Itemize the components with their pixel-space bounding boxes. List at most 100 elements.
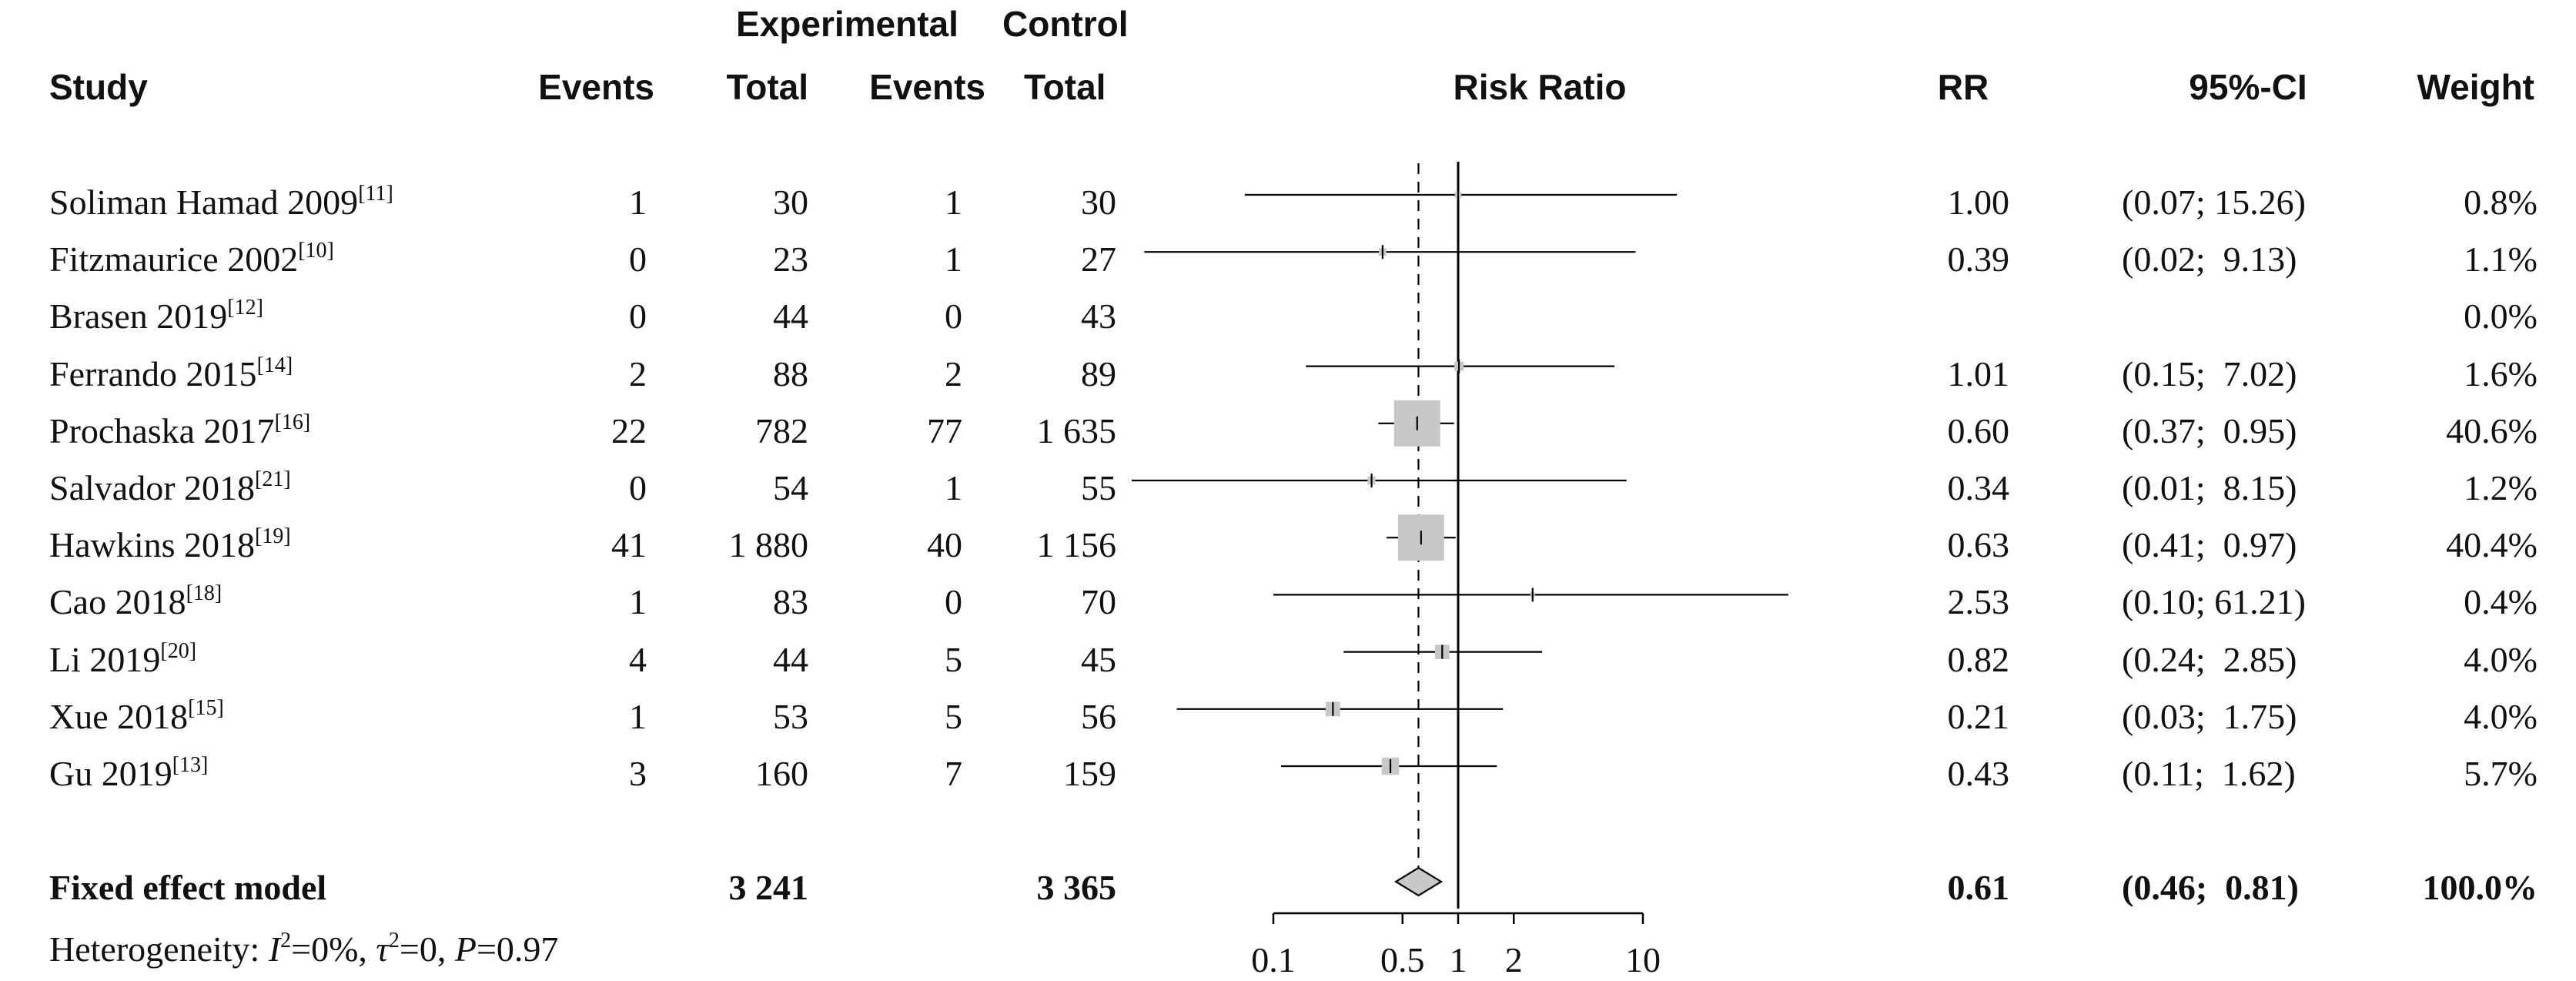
study-name-text: Hawkins 2018: [49, 525, 256, 565]
study-name-text: Li 2019: [49, 639, 161, 679]
header-exp-total: Total: [726, 67, 808, 107]
weight-cell: 1.6%: [2464, 353, 2538, 393]
exp-total-cell: 54: [773, 468, 808, 507]
ci-cell: (0.01; 8.15): [2122, 468, 2297, 507]
weight-cell: 0.8%: [2464, 182, 2538, 222]
exp-total-cell: 44: [773, 639, 808, 679]
study-reference: [12]: [227, 296, 263, 320]
rr-cell: 0.63: [1947, 525, 2010, 565]
ctrl-total-cell: 1 156: [1036, 525, 1117, 565]
ci-cell: (0.41; 0.97): [2122, 525, 2297, 565]
exp-total-cell: 160: [755, 754, 808, 793]
weight-cell: 4.0%: [2464, 639, 2538, 679]
study-reference: [14]: [256, 353, 293, 377]
x-tick-label: 0.1: [1251, 940, 1296, 979]
exp-events-cell: 1: [629, 182, 647, 222]
study-name: Hawkins 2018[19]: [49, 525, 291, 565]
rr-cell: 2.53: [1947, 582, 2010, 622]
study-name: Soliman Hamad 2009[11]: [49, 182, 393, 222]
pooled-diamond: [1393, 866, 1444, 897]
ctrl-total-cell: 55: [1081, 468, 1116, 507]
ctrl-total-cell: 70: [1081, 582, 1116, 622]
exp-events-cell: 22: [611, 410, 647, 450]
x-tick-label: 10: [1625, 940, 1661, 979]
pooled-ctrl-total: 3 365: [1036, 868, 1117, 907]
exp-total-cell: 53: [773, 696, 808, 736]
weight-cell: 40.6%: [2446, 410, 2538, 450]
ctrl-events-cell: 0: [945, 296, 962, 336]
rr-cell: 1.01: [1947, 353, 2010, 393]
x-tick-label: 2: [1505, 940, 1523, 979]
study-reference: [21]: [255, 467, 291, 491]
header-weight: Weight: [2417, 67, 2534, 107]
ctrl-total-cell: 1 635: [1036, 410, 1117, 450]
study-name-text: Brasen 2019: [49, 296, 228, 336]
rr-cell: 0.39: [1947, 239, 2010, 280]
study-name-text: Soliman Hamad 2009: [49, 182, 359, 222]
exp-total-cell: 23: [773, 239, 808, 280]
ci-cell: (0.07; 15.26): [2122, 182, 2306, 222]
study-name: Ferrando 2015[14]: [49, 353, 293, 393]
study-name: Cao 2018[18]: [49, 581, 222, 620]
pooled-exp-total: 3 241: [728, 868, 809, 907]
study-name-text: Ferrando 2015: [49, 353, 257, 393]
weight-cell: 0.4%: [2464, 582, 2538, 622]
study-reference: [20]: [160, 638, 197, 663]
study-name-text: Xue 2018: [49, 696, 189, 736]
ctrl-events-cell: 2: [945, 353, 962, 393]
study-reference: [18]: [186, 581, 222, 606]
study-reference: [15]: [188, 695, 224, 720]
pooled-label: Fixed effect model: [49, 868, 327, 907]
study-name: Li 2019[20]: [49, 638, 197, 679]
study-name: Brasen 2019[12]: [49, 296, 263, 336]
study-name: Fitzmaurice 2002[10]: [49, 239, 334, 280]
header-ci: 95%-CI: [2189, 67, 2307, 107]
ctrl-events-cell: 0: [945, 582, 962, 622]
header-ctrl-total: Total: [1024, 67, 1106, 107]
exp-events-cell: 0: [629, 468, 647, 507]
study-reference: [10]: [298, 239, 334, 263]
study-reference: [16]: [274, 410, 311, 434]
rr-cell: 0.21: [1947, 696, 2010, 736]
rr-cell: 0.43: [1947, 754, 2010, 793]
tau2-value: =0,: [399, 929, 455, 969]
exp-events-cell: 2: [629, 353, 647, 393]
study-name-text: Salvador 2018: [49, 468, 256, 507]
p-value: =0.97: [476, 929, 559, 969]
exp-events-cell: 41: [611, 525, 647, 565]
pooled-rr: 0.61: [1947, 868, 2010, 907]
exp-total-cell: 782: [755, 410, 808, 450]
ctrl-events-cell: 1: [945, 182, 962, 222]
header-experimental: Experimental: [736, 4, 958, 44]
i2-value: =0%,: [291, 929, 376, 969]
weight-cell: 1.2%: [2464, 468, 2538, 507]
ctrl-total-cell: 30: [1081, 182, 1116, 222]
study-name: Xue 2018[15]: [49, 695, 224, 736]
weight-cell: 1.1%: [2464, 239, 2538, 280]
ci-cell: (0.02; 9.13): [2122, 239, 2297, 280]
ctrl-total-cell: 45: [1081, 639, 1116, 679]
exp-events-cell: 1: [629, 696, 647, 736]
exp-total-cell: 83: [773, 582, 808, 622]
header-exp-events: Events: [538, 67, 654, 107]
weight-cell: 40.4%: [2446, 525, 2538, 565]
x-tick-label: 0.5: [1380, 940, 1425, 979]
exp-events-cell: 1: [629, 582, 647, 622]
header-ctrl-events: Events: [869, 67, 985, 107]
exp-events-cell: 3: [629, 754, 647, 793]
ctrl-total-cell: 27: [1081, 239, 1116, 280]
exp-total-cell: 88: [773, 353, 808, 393]
rr-cell: 0.60: [1947, 410, 2010, 450]
ctrl-total-cell: 56: [1081, 696, 1116, 736]
pooled-weight: 100.0%: [2422, 868, 2538, 907]
exp-events-cell: 4: [629, 639, 647, 679]
rr-cell: 0.34: [1947, 468, 2010, 507]
rr-cell: 0.82: [1947, 639, 2010, 679]
study-name: Gu 2019[13]: [49, 755, 208, 792]
study-name-text: Fitzmaurice 2002: [49, 239, 299, 280]
exp-total-cell: 1 880: [728, 525, 809, 565]
ctrl-events-cell: 77: [927, 410, 962, 450]
exp-events-cell: 0: [629, 296, 647, 336]
ctrl-events-cell: 5: [945, 639, 962, 679]
i2-symbol: I: [268, 929, 281, 969]
